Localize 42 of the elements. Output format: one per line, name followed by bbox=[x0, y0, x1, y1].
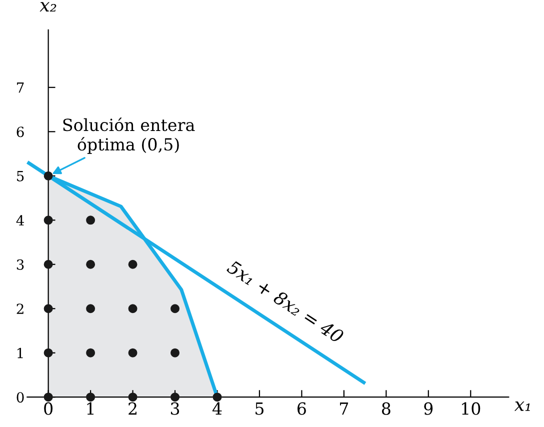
y-axis-title: x₂ bbox=[40, 2, 56, 12]
point bbox=[128, 260, 138, 269]
point bbox=[44, 392, 53, 402]
y-tick-label: 3 bbox=[16, 259, 24, 270]
point bbox=[86, 348, 96, 358]
point bbox=[86, 216, 96, 225]
x-tick-label: 10 bbox=[462, 402, 480, 415]
point bbox=[128, 348, 138, 358]
y-tick-label: 6 bbox=[16, 126, 24, 138]
x-axis-title: x₁ bbox=[514, 401, 530, 411]
point bbox=[128, 304, 138, 314]
x-tick-label: 8 bbox=[382, 402, 390, 415]
x-tick-label: 5 bbox=[256, 402, 264, 415]
point bbox=[86, 260, 96, 269]
y-tick-label: 4 bbox=[16, 215, 24, 226]
y-tick-label: 2 bbox=[16, 304, 24, 314]
y-tick-label: 1 bbox=[18, 348, 23, 358]
point bbox=[128, 392, 138, 402]
x-tick-label: 6 bbox=[298, 402, 306, 415]
point bbox=[212, 392, 222, 402]
x-tick-label: 1 bbox=[87, 402, 94, 415]
point bbox=[44, 348, 53, 358]
y-tick-label: 0 bbox=[16, 392, 24, 403]
y-tick-label: 5 bbox=[17, 171, 24, 182]
annotation: 5x₁ + 8x₂ = 40 bbox=[226, 259, 345, 344]
x-tick-label: 2 bbox=[128, 402, 136, 415]
x-tick-label: 4 bbox=[212, 402, 222, 415]
point bbox=[44, 171, 53, 180]
annotation: Solución entera óptima (0,5) bbox=[63, 118, 195, 154]
x-tick-label: 3 bbox=[170, 402, 180, 415]
point bbox=[86, 392, 96, 402]
x-tick-label: 7 bbox=[340, 402, 348, 415]
point bbox=[170, 348, 180, 358]
x-tick-label: 0 bbox=[44, 402, 53, 415]
point bbox=[44, 304, 53, 314]
point bbox=[170, 392, 180, 402]
y-tick-label: 7 bbox=[17, 82, 24, 93]
point bbox=[44, 260, 53, 269]
point bbox=[44, 216, 53, 225]
x-tick-label: 9 bbox=[424, 402, 433, 415]
point bbox=[86, 304, 96, 314]
point bbox=[170, 304, 180, 314]
